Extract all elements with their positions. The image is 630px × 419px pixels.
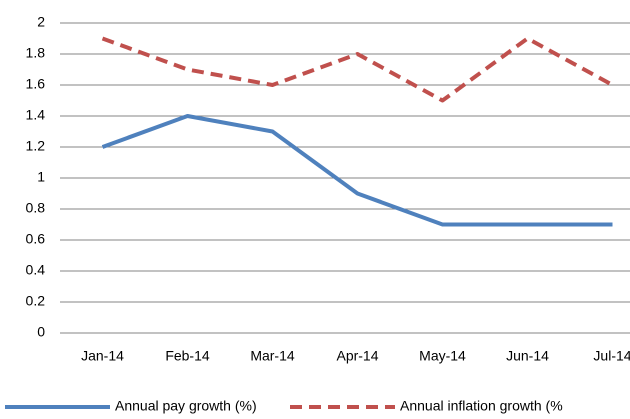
legend-label: Annual inflation growth (%: [400, 398, 563, 414]
x-tick-label: Feb-14: [165, 348, 210, 364]
y-tick-label: 0.4: [26, 262, 46, 278]
series-line: [101, 114, 613, 227]
x-tick-label: Jan-14: [81, 348, 124, 364]
y-tick-label: 0.8: [26, 200, 46, 216]
x-tick-label: Apr-14: [336, 348, 378, 364]
x-tick-label: Jun-14: [506, 348, 549, 364]
y-tick-label: 0.6: [26, 231, 46, 247]
x-tick-label: Mar-14: [250, 348, 295, 364]
y-tick-label: 0.2: [26, 293, 46, 309]
y-tick-label: 2: [37, 14, 45, 30]
y-tick-label: 1.8: [26, 45, 46, 61]
y-tick-label: 1.6: [26, 76, 46, 92]
series-line: [101, 36, 614, 103]
legend-label: Annual pay growth (%): [115, 398, 257, 414]
x-tick-label: Jul-14: [593, 348, 630, 364]
y-tick-label: 1: [37, 169, 45, 185]
y-tick-label: 1.4: [26, 107, 46, 123]
y-tick-label: 0: [37, 324, 45, 340]
x-tick-label: May-14: [419, 348, 466, 364]
y-tick-label: 1.2: [26, 138, 46, 154]
